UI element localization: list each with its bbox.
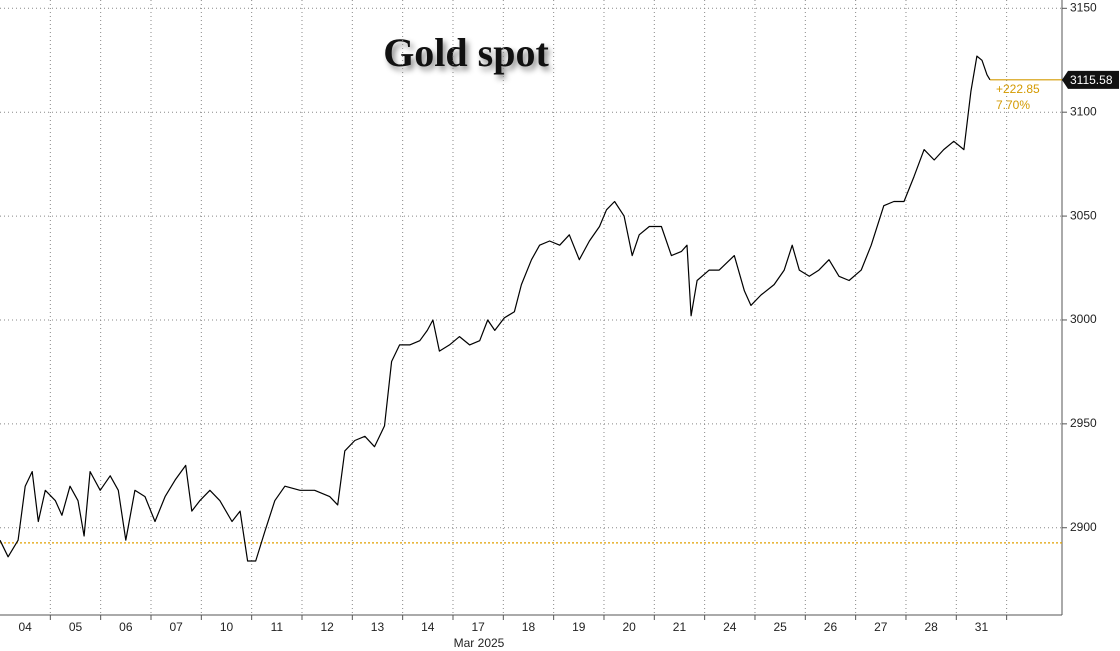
x-axis-label: Mar 2025 <box>454 636 505 650</box>
x-tick-label: 24 <box>723 620 737 634</box>
x-tick-label: 27 <box>874 620 888 634</box>
x-tick-label: 07 <box>169 620 183 634</box>
last-value-box <box>1062 70 1119 89</box>
chart-title: Gold spot <box>383 30 549 75</box>
x-tick-label: 26 <box>824 620 838 634</box>
x-tick-label: 04 <box>18 620 32 634</box>
change-annotation: +222.85 <box>996 82 1040 96</box>
y-tick-label: 3000 <box>1070 312 1097 326</box>
x-tick-label: 11 <box>271 620 284 634</box>
y-tick-label: 3050 <box>1070 208 1097 222</box>
y-tick-label: 3100 <box>1070 104 1097 118</box>
x-tick-label: 10 <box>220 620 234 634</box>
y-tick-label: 3150 <box>1070 0 1097 14</box>
x-tick-label: 28 <box>924 620 938 634</box>
x-tick-label: 25 <box>773 620 787 634</box>
x-tick-label: 19 <box>572 620 586 634</box>
x-tick-label: 31 <box>975 620 989 634</box>
x-tick-label: 14 <box>421 620 435 634</box>
x-tick-label: 18 <box>522 620 536 634</box>
x-tick-label: 20 <box>622 620 636 634</box>
plot-area <box>0 0 1062 615</box>
y-tick-label: 2950 <box>1070 416 1097 430</box>
y-tick-label: 2900 <box>1070 520 1097 534</box>
x-tick-label: 13 <box>371 620 385 634</box>
x-tick-label: 21 <box>673 620 687 634</box>
x-tick-label: 06 <box>119 620 133 634</box>
last-value-label: 3115.58 <box>1070 73 1113 87</box>
x-tick-label: 17 <box>471 620 485 634</box>
price-line <box>0 55 991 562</box>
x-tick-label: 12 <box>320 620 334 634</box>
x-tick-label: 05 <box>69 620 83 634</box>
change-annotation: 7.70% <box>996 98 1030 112</box>
